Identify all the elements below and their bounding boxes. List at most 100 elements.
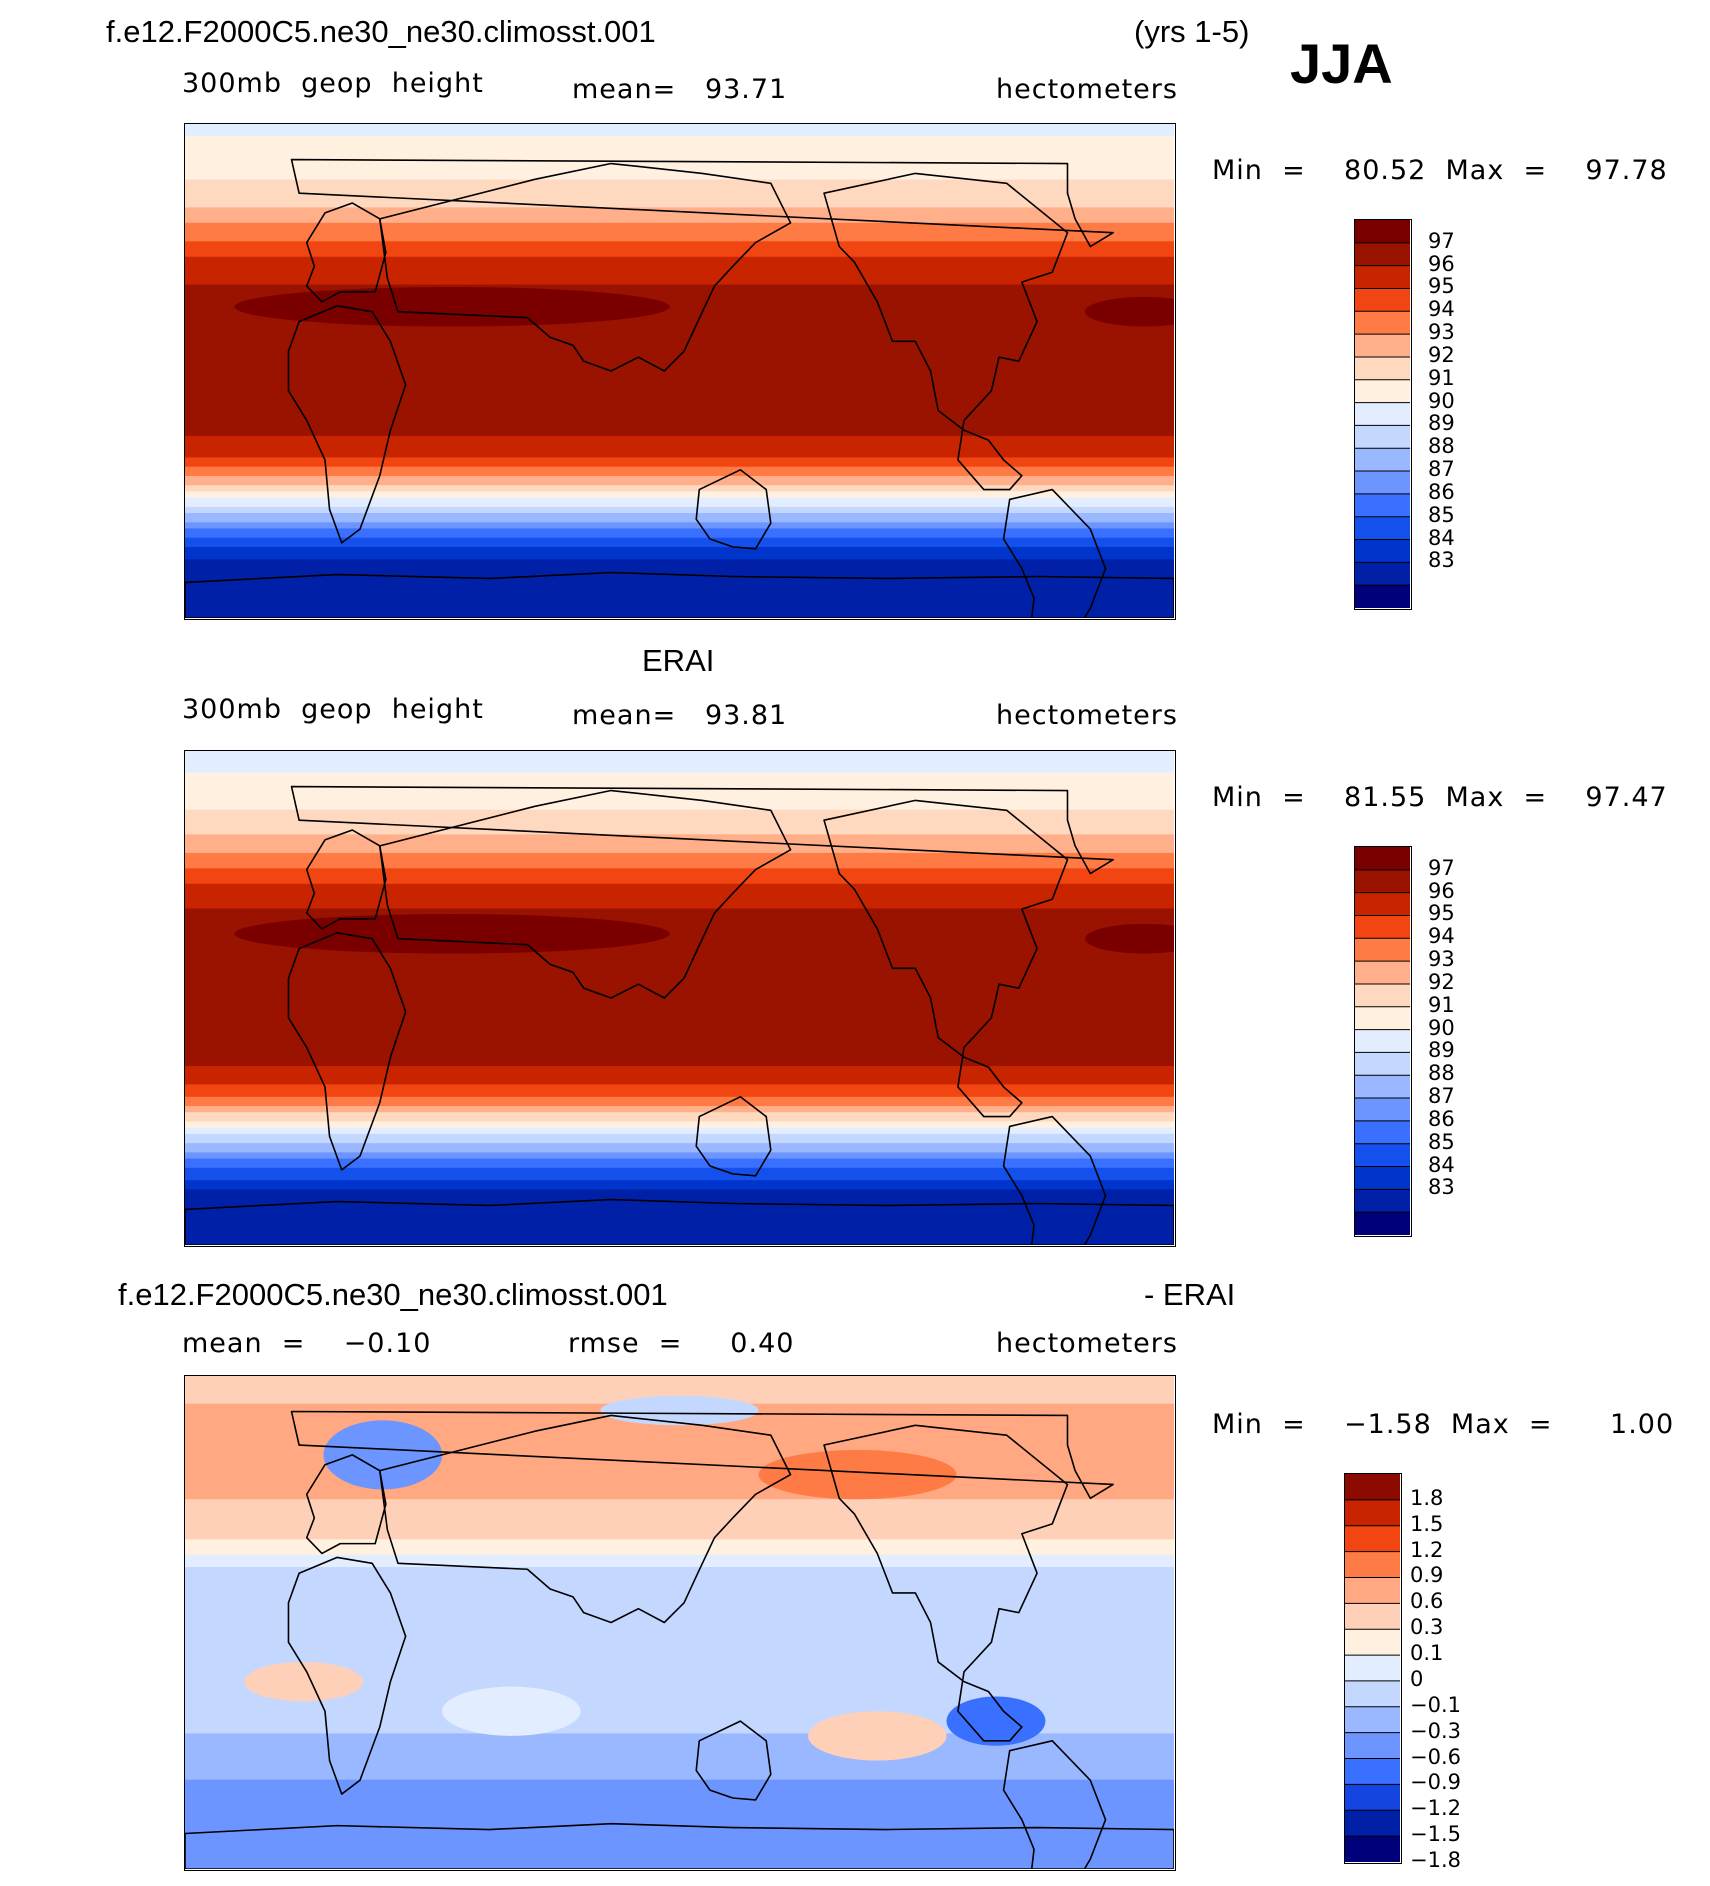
field-band bbox=[185, 337, 1174, 341]
field-band bbox=[185, 964, 1174, 968]
field-band bbox=[185, 1241, 1174, 1245]
field-band bbox=[185, 1004, 1174, 1008]
field-band bbox=[185, 488, 1174, 493]
field-band bbox=[185, 1223, 1174, 1228]
field-band bbox=[185, 1211, 1174, 1215]
field-band bbox=[185, 976, 1174, 981]
field-band bbox=[185, 1443, 1174, 1448]
coastline bbox=[305, 1454, 387, 1555]
colorbar-swatch bbox=[1355, 892, 1410, 916]
field-band bbox=[185, 451, 1174, 455]
field-band bbox=[185, 1022, 1174, 1027]
field-band bbox=[185, 1764, 1174, 1768]
field-band bbox=[185, 1693, 1174, 1698]
colorbar-tick-label: 87 bbox=[1428, 457, 1455, 482]
field-band bbox=[185, 340, 1174, 344]
field-band bbox=[185, 577, 1174, 582]
anomaly-region bbox=[946, 1696, 1046, 1746]
panel2-mean: mean= 93.81 bbox=[572, 700, 788, 731]
field-band bbox=[185, 939, 1174, 944]
colorbar-tick-label: 92 bbox=[1428, 342, 1455, 367]
field-band bbox=[185, 546, 1174, 551]
field-band bbox=[185, 228, 1174, 233]
field-band bbox=[185, 1059, 1174, 1064]
field-band bbox=[185, 1795, 1174, 1799]
colorbar-tick-label: 94 bbox=[1428, 297, 1455, 322]
field-band bbox=[185, 1047, 1174, 1052]
field-band bbox=[185, 994, 1174, 999]
field-band bbox=[185, 1668, 1174, 1673]
panel3-colorbar bbox=[1344, 1473, 1402, 1864]
field-band bbox=[185, 213, 1174, 218]
colorbar-tick-label: 0.9 bbox=[1410, 1563, 1444, 1588]
field-band bbox=[185, 1705, 1174, 1710]
field-band bbox=[185, 1711, 1174, 1716]
field-band bbox=[185, 1785, 1174, 1790]
field-band bbox=[185, 1474, 1174, 1479]
field-band bbox=[185, 386, 1174, 391]
field-band bbox=[185, 973, 1174, 977]
field-band bbox=[185, 423, 1174, 428]
field-band bbox=[185, 1217, 1174, 1221]
coastline bbox=[823, 172, 1069, 491]
field-band bbox=[185, 392, 1174, 397]
colorbar-swatch bbox=[1355, 1052, 1410, 1076]
colorbar-tick-label: 0.6 bbox=[1410, 1589, 1444, 1614]
field-band bbox=[185, 1118, 1174, 1123]
panel1-variable: 300mb geop height bbox=[182, 68, 484, 99]
coastline bbox=[695, 1720, 772, 1801]
field-band bbox=[185, 1106, 1174, 1110]
colorbar-swatch bbox=[1355, 585, 1410, 608]
field-band bbox=[185, 195, 1174, 199]
field-band bbox=[185, 1437, 1174, 1442]
panel2-colorbar bbox=[1354, 846, 1412, 1237]
colorbar-swatch bbox=[1355, 356, 1410, 381]
field-band bbox=[185, 460, 1174, 465]
field-band bbox=[185, 1238, 1174, 1243]
field-band bbox=[185, 605, 1174, 610]
field-band bbox=[185, 238, 1174, 242]
field-band bbox=[185, 1588, 1174, 1593]
field-band bbox=[185, 1112, 1174, 1116]
field-band bbox=[185, 556, 1174, 560]
colorbar-tick-label: −1.5 bbox=[1410, 1822, 1461, 1847]
field-band bbox=[185, 1782, 1174, 1787]
coastline bbox=[378, 162, 792, 372]
field-band bbox=[185, 812, 1174, 817]
colorbar-swatch bbox=[1355, 1189, 1410, 1213]
field-band bbox=[185, 463, 1174, 468]
field-maximum-region bbox=[1085, 923, 1174, 954]
field-band bbox=[185, 1456, 1174, 1460]
field-band bbox=[185, 834, 1174, 839]
field-band bbox=[185, 355, 1174, 360]
colorbar-tick-label: −0.6 bbox=[1410, 1744, 1461, 1769]
field-band bbox=[185, 411, 1174, 415]
field-band bbox=[185, 611, 1174, 616]
field-band bbox=[185, 398, 1174, 403]
field-band bbox=[185, 1376, 1174, 1380]
field-band bbox=[185, 438, 1174, 443]
field-band bbox=[185, 290, 1174, 295]
field-band bbox=[185, 247, 1174, 252]
colorbar-swatch bbox=[1355, 471, 1410, 495]
field-band bbox=[185, 1708, 1174, 1713]
field-band bbox=[185, 201, 1174, 205]
field-band bbox=[185, 608, 1174, 613]
field-band bbox=[185, 1604, 1174, 1608]
field-band bbox=[185, 1025, 1174, 1030]
field-band bbox=[185, 1838, 1174, 1842]
field-band bbox=[185, 1748, 1174, 1753]
field-band bbox=[185, 1779, 1174, 1784]
field-band bbox=[185, 1548, 1174, 1553]
field-band bbox=[185, 926, 1174, 931]
field-band bbox=[185, 1597, 1174, 1602]
field-band bbox=[185, 1446, 1174, 1451]
panel2-map bbox=[184, 750, 1176, 1247]
field-band bbox=[185, 185, 1174, 190]
field-band bbox=[185, 1477, 1174, 1482]
field-band bbox=[185, 312, 1174, 317]
panel3-minus-label: - ERAI bbox=[1144, 1277, 1236, 1312]
field-band bbox=[185, 315, 1174, 320]
anomaly-region bbox=[600, 1395, 759, 1426]
field-band bbox=[185, 1631, 1174, 1636]
